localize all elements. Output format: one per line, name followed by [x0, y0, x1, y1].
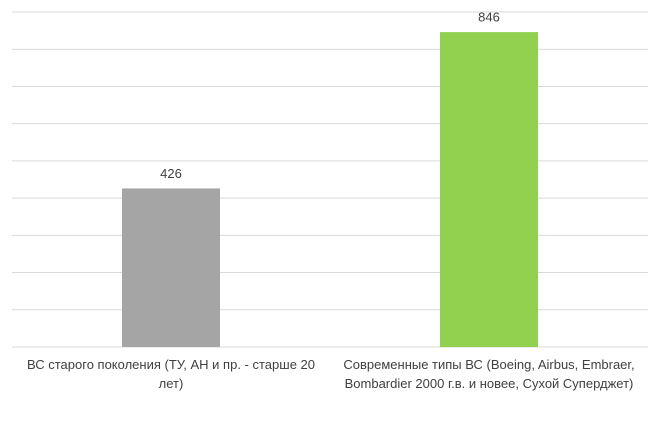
- bar: [440, 32, 538, 347]
- value-label: 426: [160, 166, 182, 181]
- x-tick-label: Современные типы ВС (Boeing, Airbus, Emb…: [343, 357, 635, 391]
- value-label: 846: [478, 10, 500, 25]
- bar: [122, 188, 220, 347]
- x-tick-label: ВС старого поколения (ТУ, АН и пр. - ста…: [27, 357, 315, 391]
